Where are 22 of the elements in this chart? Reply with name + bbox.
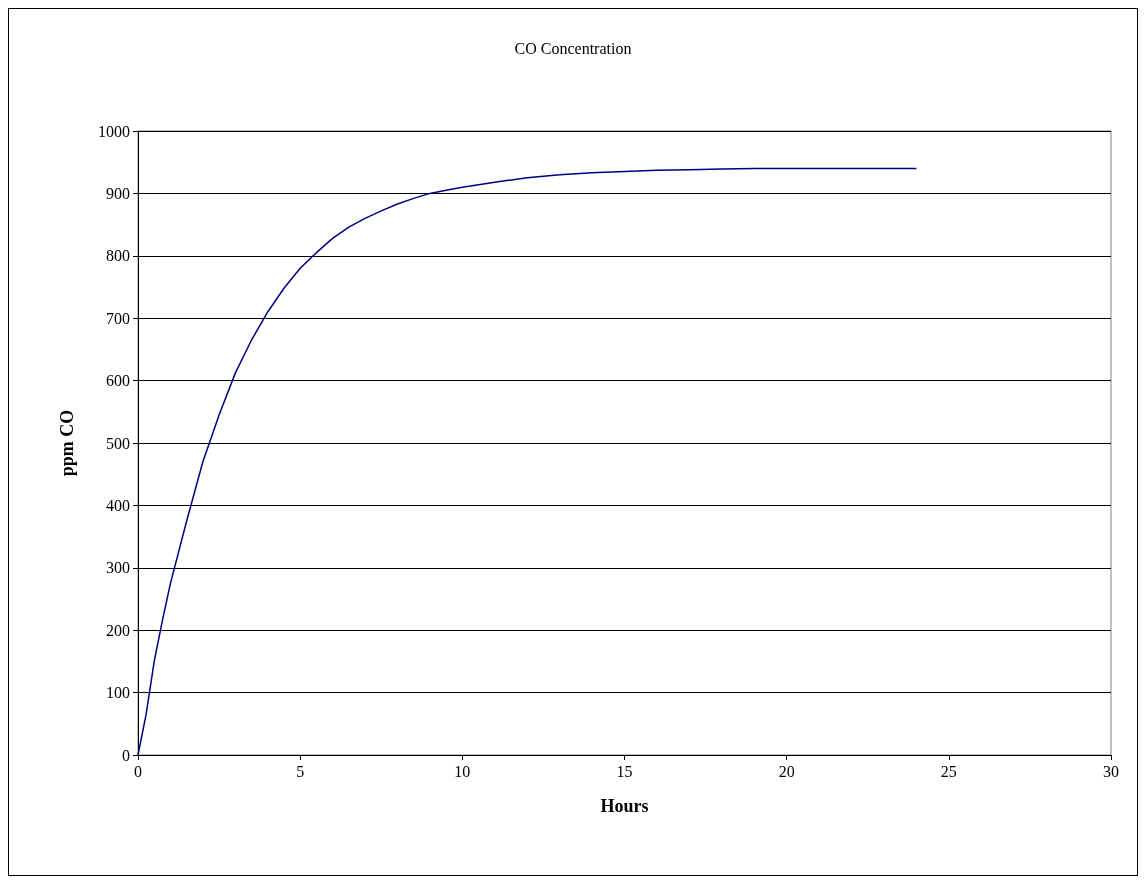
- x-tick-label: 0: [134, 762, 142, 780]
- x-axis-title: Hours: [600, 796, 649, 816]
- x-tick-label: 15: [616, 762, 633, 780]
- line-series: [137, 167, 918, 756]
- x-tick-label: 5: [296, 762, 305, 780]
- y-tick-label: 900: [106, 184, 130, 202]
- y-tick-label: 500: [106, 434, 130, 452]
- y-tick-label: 100: [106, 684, 130, 702]
- y-tick-label: 700: [106, 309, 130, 327]
- y-tick-label: 600: [106, 372, 130, 390]
- y-tick-label: 800: [106, 247, 130, 265]
- y-axis-title: ppm CO: [57, 409, 77, 477]
- y-tick-label: 0: [122, 746, 130, 764]
- x-tick-label: 10: [454, 762, 471, 780]
- x-tick-label: 20: [778, 762, 795, 780]
- y-tick-label: 300: [106, 559, 130, 577]
- y-tick-label: 200: [106, 621, 130, 639]
- x-tick-label: 25: [940, 762, 957, 780]
- y-tick-label: 1000: [98, 122, 130, 140]
- chart-title: CO Concentration: [514, 39, 632, 57]
- x-tick-label: 30: [1103, 762, 1119, 780]
- y-tick-label: 400: [106, 496, 130, 514]
